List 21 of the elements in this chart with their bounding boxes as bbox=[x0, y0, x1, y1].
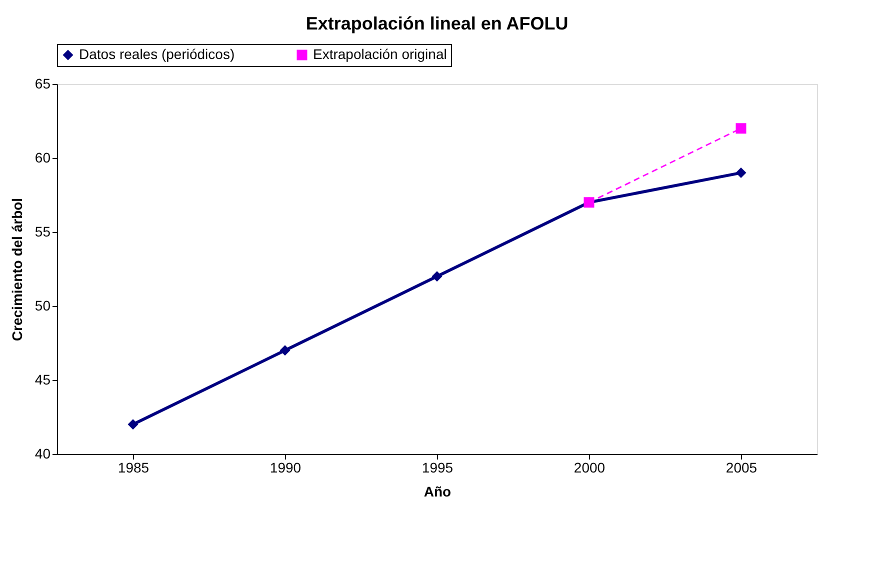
y-tick-label: 65 bbox=[34, 76, 51, 92]
x-axis-title: Año bbox=[424, 484, 452, 500]
point bbox=[280, 345, 290, 356]
x-tick-label: 2005 bbox=[726, 460, 758, 476]
x-tick-label: 1985 bbox=[118, 460, 150, 476]
x-tick-label: 1995 bbox=[422, 460, 454, 476]
y-tick-label: 45 bbox=[34, 372, 51, 388]
y-tick-label: 50 bbox=[34, 298, 51, 314]
chart-title: Extrapolación lineal en AFOLU bbox=[306, 14, 568, 34]
point bbox=[432, 271, 442, 282]
point bbox=[736, 168, 746, 178]
legend-label: Datos reales (periódicos) bbox=[79, 46, 235, 62]
y-axis-title: Crecimiento del árbol bbox=[8, 198, 25, 342]
point bbox=[128, 419, 138, 430]
legend-label: Extrapolación original bbox=[313, 46, 447, 62]
y-tick-label: 60 bbox=[34, 150, 51, 166]
y-tick-label: 40 bbox=[34, 446, 51, 462]
point bbox=[736, 123, 746, 134]
x-tick-label: 2000 bbox=[574, 460, 606, 476]
y-tick-label: 55 bbox=[34, 224, 51, 240]
x-tick-label: 1990 bbox=[270, 460, 302, 476]
